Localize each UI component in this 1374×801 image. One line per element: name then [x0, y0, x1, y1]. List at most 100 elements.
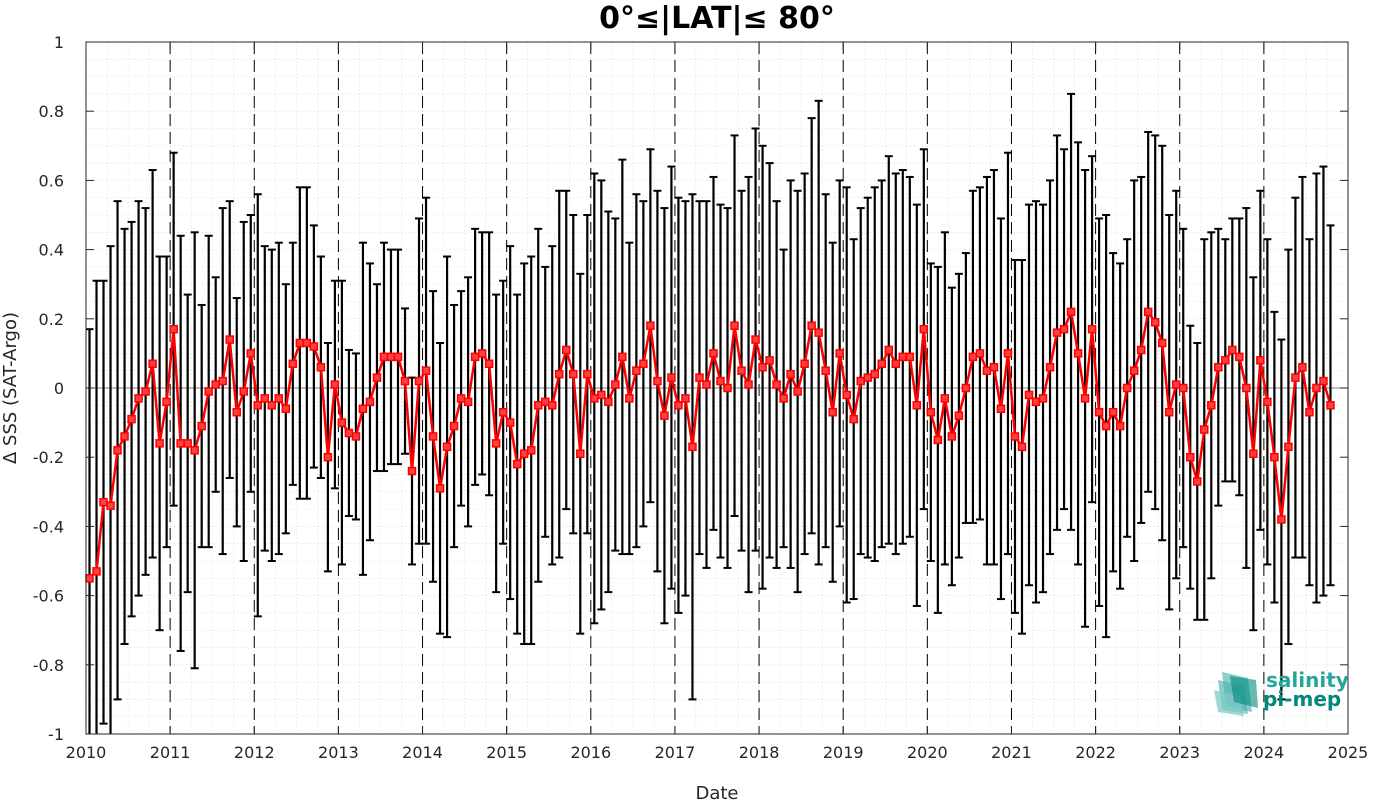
- data-point-marker: [576, 449, 585, 458]
- data-point-marker: [1235, 352, 1244, 362]
- data-point-marker: [323, 452, 333, 462]
- data-point-marker: [155, 439, 164, 448]
- x-tick-label: 2016: [570, 743, 611, 762]
- data-point-marker: [1305, 407, 1314, 417]
- data-point-marker: [456, 394, 466, 403]
- data-point-marker: [176, 439, 185, 448]
- x-tick-label: 2022: [1075, 743, 1116, 762]
- data-point-marker: [884, 345, 894, 355]
- data-point-marker: [1024, 390, 1034, 400]
- data-point-marker: [646, 321, 655, 330]
- data-point-marker: [744, 380, 753, 389]
- data-point-marker: [1164, 407, 1174, 417]
- data-point-marker: [996, 404, 1006, 414]
- data-point-marker: [590, 394, 599, 403]
- x-tick-label: 2019: [823, 743, 864, 762]
- y-tick-label: 0.8: [39, 102, 64, 121]
- data-point-marker: [772, 380, 781, 389]
- data-point-marker: [800, 359, 809, 369]
- data-point-marker: [386, 352, 396, 362]
- data-point-marker: [337, 418, 347, 427]
- data-point-marker: [113, 446, 122, 455]
- data-point-marker: [632, 366, 641, 375]
- data-point-marker: [1171, 380, 1181, 389]
- data-point-marker: [1249, 449, 1258, 458]
- data-point-marker: [681, 394, 690, 403]
- data-point-marker: [1256, 356, 1265, 365]
- x-tick-label: 2023: [1159, 743, 1200, 762]
- data-point-marker: [1045, 362, 1055, 372]
- data-point-marker: [989, 362, 999, 372]
- data-point-marker: [1193, 477, 1202, 486]
- data-point-marker: [1326, 401, 1335, 410]
- data-point-marker: [505, 418, 515, 427]
- data-point-marker: [562, 345, 571, 355]
- data-point-marker: [463, 397, 473, 407]
- data-point-marker: [400, 376, 410, 386]
- data-point-marker: [905, 352, 915, 362]
- data-point-marker: [484, 359, 494, 369]
- data-point-marker: [477, 349, 487, 358]
- data-point-marker: [365, 397, 375, 407]
- x-tick-label: 2018: [739, 743, 780, 762]
- data-point-marker: [968, 352, 978, 362]
- data-point-marker: [1052, 328, 1062, 337]
- data-point-marker: [1242, 383, 1251, 393]
- data-point-marker: [106, 501, 115, 510]
- data-point-marker: [1059, 324, 1069, 334]
- data-point-marker: [211, 380, 220, 389]
- data-point-marker: [793, 387, 802, 396]
- x-tick-label: 2015: [486, 743, 527, 762]
- data-point-marker: [702, 380, 711, 389]
- data-point-marker: [730, 321, 739, 330]
- mean-series-markers: [85, 307, 1335, 583]
- data-point-marker: [1291, 373, 1300, 382]
- data-point-marker: [828, 407, 837, 417]
- data-point-marker: [1143, 307, 1153, 317]
- data-point-marker: [1178, 383, 1188, 393]
- data-point-marker: [779, 394, 788, 403]
- x-tick-label: 2012: [234, 743, 275, 762]
- data-point-marker: [1221, 356, 1230, 365]
- data-point-marker: [919, 324, 929, 334]
- salinity-pi-mep-logo: salinity pi-mep: [1214, 668, 1349, 716]
- x-tick-label: 2017: [655, 743, 696, 762]
- y-tick-label: 0.4: [39, 241, 64, 260]
- data-point-marker: [1003, 349, 1013, 358]
- data-point-marker: [1066, 307, 1076, 317]
- data-point-marker: [716, 376, 725, 386]
- data-point-marker: [225, 335, 234, 344]
- y-tick-label: -0.2: [33, 448, 64, 467]
- data-point-marker: [1010, 432, 1020, 441]
- data-point-marker: [1080, 394, 1090, 403]
- data-point-marker: [232, 407, 241, 417]
- data-point-marker: [947, 432, 957, 441]
- data-point-marker: [877, 359, 887, 369]
- data-point-marker: [1101, 421, 1111, 431]
- data-point-marker: [758, 362, 767, 372]
- data-point-marker: [162, 397, 171, 407]
- data-point-marker: [470, 352, 480, 362]
- data-point-marker: [295, 338, 305, 348]
- data-point-marker: [414, 376, 424, 386]
- data-point-marker: [982, 366, 992, 375]
- logo-text-line1: salinity: [1266, 668, 1349, 692]
- data-point-marker: [891, 359, 901, 369]
- data-point-marker: [653, 376, 662, 386]
- data-point-marker: [533, 401, 543, 410]
- data-point-marker: [849, 414, 858, 424]
- data-point-marker: [723, 383, 732, 393]
- data-point-marker: [1115, 421, 1125, 431]
- data-point-marker: [821, 366, 830, 375]
- logo-mark-icon: [1214, 672, 1258, 716]
- data-point-marker: [421, 366, 431, 375]
- data-point-marker: [267, 401, 277, 410]
- data-point-marker: [625, 394, 634, 403]
- data-point-marker: [309, 342, 319, 351]
- data-point-marker: [99, 497, 108, 507]
- y-tick-label: -0.6: [33, 587, 64, 606]
- x-tick-label: 2024: [1244, 743, 1285, 762]
- data-point-marker: [547, 401, 557, 410]
- x-tick-label: 2020: [907, 743, 948, 762]
